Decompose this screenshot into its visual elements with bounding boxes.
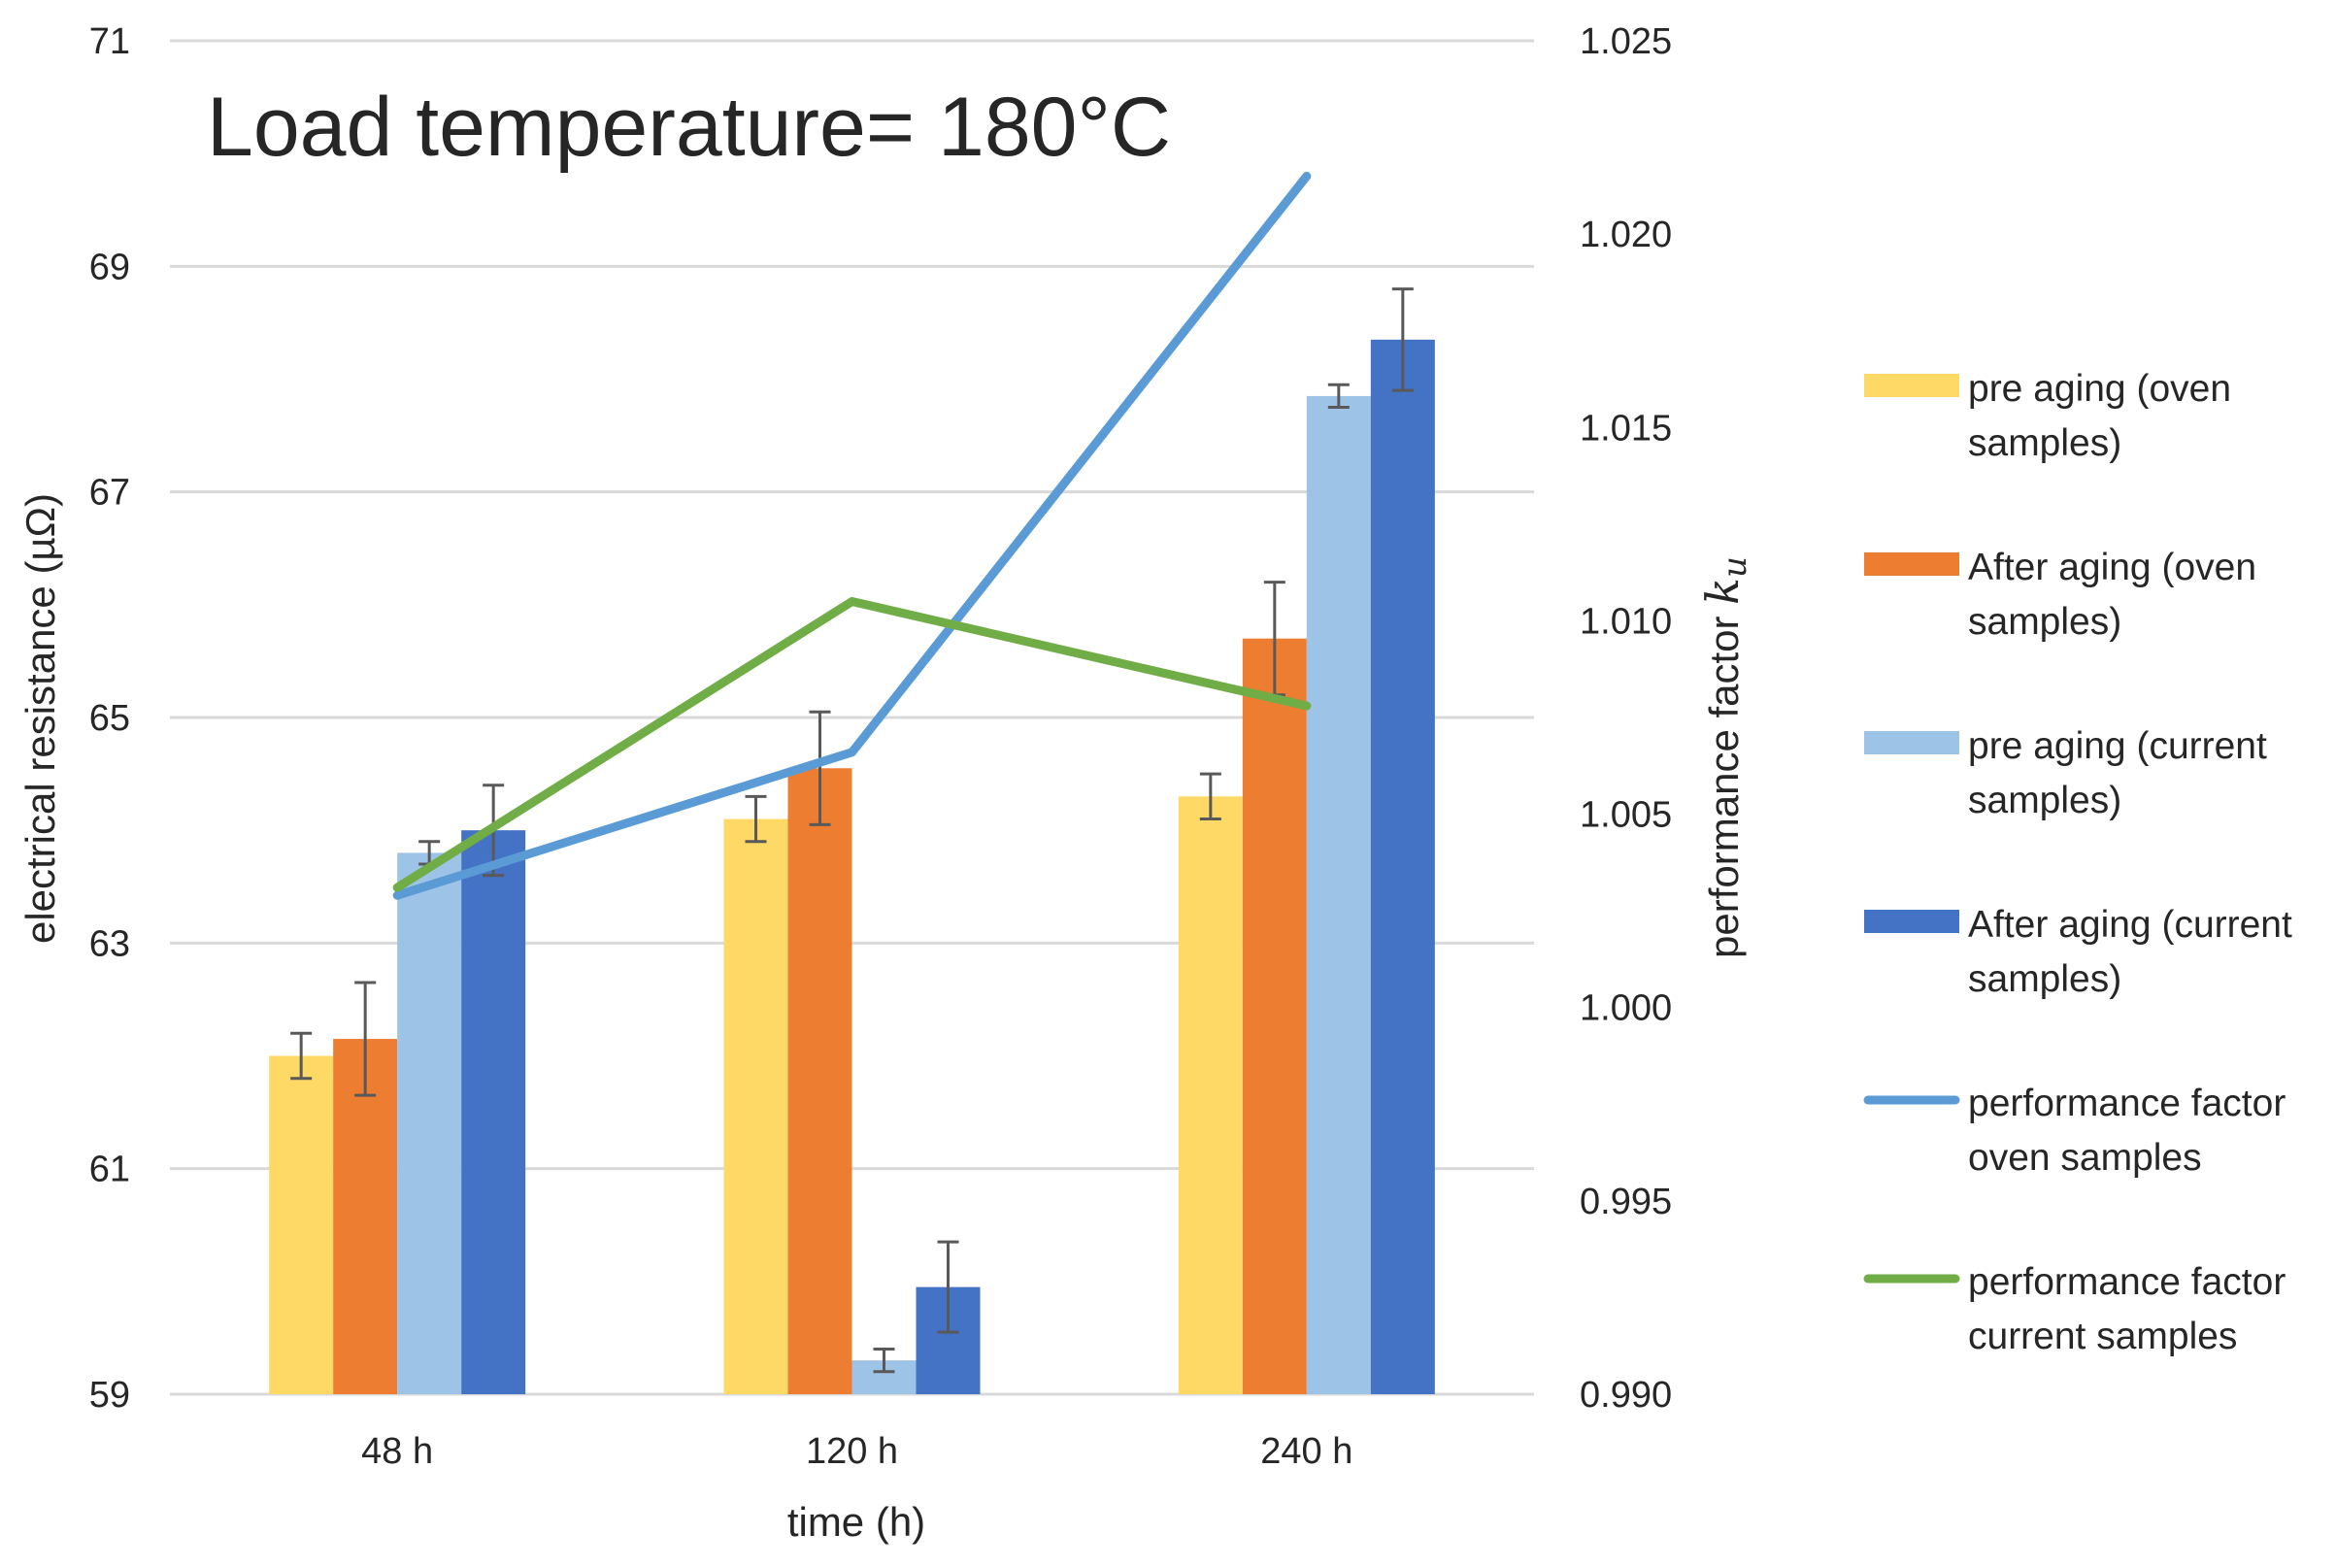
y2-tick-label: 1.025 — [1580, 21, 1672, 62]
y-tick-label: 61 — [89, 1150, 130, 1190]
y-tick-label: 69 — [89, 247, 130, 287]
y-axis-title: electrical resistance (µΩ) — [17, 493, 63, 944]
legend-label: performance factor — [1968, 1261, 2286, 1303]
bar — [461, 830, 526, 1394]
y2-axis-title-symbol: k — [1696, 578, 1749, 605]
x-axis-title: time (h) — [787, 1499, 925, 1545]
x-tick-label: 48 h — [361, 1431, 433, 1472]
left-axis-ticks: 59 61 63 65 67 69 71 — [89, 21, 130, 1416]
x-tick-label: 240 h — [1260, 1431, 1352, 1472]
y-tick-label: 59 — [89, 1375, 130, 1416]
bar — [1370, 339, 1435, 1394]
legend-label: After aging (current — [1968, 904, 2292, 946]
chart-annotation: Load temperature= 180°C — [207, 81, 1171, 174]
series-line — [392, 597, 1312, 892]
bar — [269, 1055, 334, 1394]
x-axis-ticks: 48 h 120 h 240 h — [361, 1431, 1352, 1472]
y2-tick-label: 0.995 — [1580, 1182, 1672, 1222]
y2-tick-label: 0.990 — [1580, 1375, 1672, 1416]
legend-label: pre aging (oven — [1968, 368, 2231, 410]
y2-tick-label: 1.000 — [1580, 988, 1672, 1029]
bars — [269, 339, 1435, 1394]
legend-label: samples) — [1968, 780, 2121, 821]
bar — [723, 818, 788, 1394]
legend-label: samples) — [1968, 958, 2121, 1000]
legend-swatch — [1864, 374, 1959, 397]
legend-swatch — [1864, 552, 1959, 576]
y-tick-label: 65 — [89, 698, 130, 739]
bar — [1306, 395, 1371, 1394]
legend-swatch — [1864, 910, 1959, 933]
y2-axis-title-subscript: u — [1716, 556, 1754, 578]
y2-axis-title: performance factor ku — [1696, 556, 1754, 958]
series-line — [392, 171, 1312, 900]
legend-label: oven samples — [1968, 1137, 2202, 1179]
legend: pre aging (oven samples) After aging (oven… — [1863, 368, 2292, 1357]
legend-label: After aging (oven — [1968, 547, 2256, 588]
bar — [397, 852, 462, 1394]
y2-tick-label: 1.015 — [1580, 408, 1672, 449]
bar — [787, 768, 852, 1394]
legend-label: pre aging (current — [1968, 725, 2267, 767]
y-tick-label: 71 — [89, 21, 130, 62]
y-tick-label: 63 — [89, 923, 130, 964]
legend-swatch — [1864, 731, 1959, 754]
right-axis-ticks: 0.990 0.995 1.000 1.005 1.010 1.015 1.020 1.025 — [1580, 21, 1672, 1416]
y2-tick-label: 1.020 — [1580, 215, 1672, 255]
y2-axis-title-text: performance factor — [1701, 605, 1747, 958]
bar — [1242, 638, 1307, 1394]
legend-label: samples) — [1968, 601, 2121, 643]
legend-label: current samples — [1968, 1316, 2237, 1357]
y2-tick-label: 1.010 — [1580, 601, 1672, 642]
bar — [333, 1039, 398, 1394]
legend-label: samples) — [1968, 422, 2121, 464]
x-tick-label: 120 h — [806, 1431, 898, 1472]
y-tick-label: 67 — [89, 473, 130, 514]
bar — [1178, 796, 1243, 1394]
error-bars — [290, 287, 1414, 1374]
performance-lines — [392, 171, 1312, 900]
legend-label: performance factor — [1968, 1083, 2286, 1124]
y2-tick-label: 1.005 — [1580, 795, 1672, 836]
